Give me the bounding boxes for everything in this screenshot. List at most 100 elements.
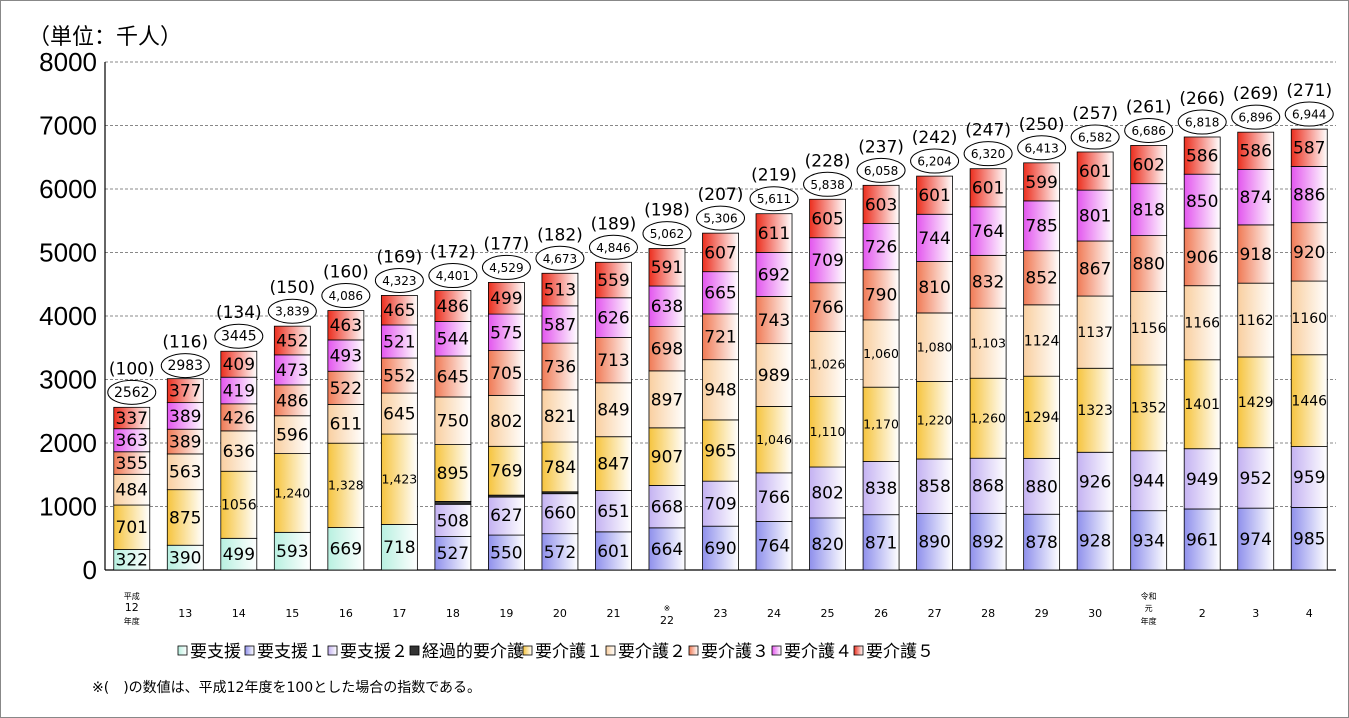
bar-segment — [273, 354, 311, 386]
bar-segment — [1237, 356, 1275, 449]
segment-label: 1446 — [1291, 394, 1327, 410]
x-tick-label: 年度 — [124, 616, 140, 626]
segment-label: 886 — [1293, 185, 1325, 205]
x-tick-label: 2 — [1199, 607, 1206, 620]
bar-segment — [1023, 200, 1061, 252]
total-ellipse — [321, 283, 371, 309]
y-tick-label: 0 — [83, 555, 97, 585]
bar-segment — [1183, 136, 1221, 175]
segment-label: 521 — [383, 332, 415, 352]
segment-label: 465 — [383, 301, 415, 321]
unit-label: （単位：千人） — [28, 25, 182, 50]
bar-segment — [434, 321, 472, 357]
y-tick-label: 5000 — [39, 238, 97, 268]
legend-swatch — [771, 645, 782, 656]
bar-segment — [1237, 131, 1275, 170]
segment-label: 587 — [544, 315, 576, 335]
bar-segment — [916, 458, 953, 514]
segment-label: 559 — [597, 271, 629, 291]
segment-label: 790 — [865, 286, 897, 306]
segment-label: 1352 — [1131, 401, 1167, 417]
legend-swatch — [327, 645, 338, 656]
bar-segment — [1130, 450, 1168, 512]
segment-label: 1,080 — [917, 340, 953, 355]
bar-segment — [1076, 151, 1114, 191]
bar-segment — [166, 453, 204, 491]
segment-label: 847 — [597, 455, 629, 475]
total-label: 6,320 — [971, 147, 1005, 161]
x-tick-label: 令和 — [1141, 591, 1157, 601]
segment-label: 596 — [276, 426, 308, 446]
segment-label: 1,220 — [917, 413, 953, 428]
segment-label: 764 — [972, 222, 1004, 242]
x-tick-label: 24 — [767, 607, 781, 620]
segment-label: 890 — [918, 533, 950, 553]
segment-label: 611 — [330, 415, 362, 435]
x-tick-label: 25 — [821, 607, 835, 620]
segment-label: 878 — [1025, 533, 1057, 553]
segment-label: 868 — [972, 477, 1004, 497]
bar-segment — [1076, 295, 1114, 369]
bar-segment — [327, 403, 365, 444]
segment-label: 499 — [223, 545, 255, 565]
segment-label: 664 — [651, 540, 683, 560]
segment-label: 785 — [1025, 217, 1057, 237]
segment-label: 527 — [437, 544, 469, 564]
total-label: 6,204 — [917, 155, 951, 169]
segment-label: 1,328 — [328, 478, 364, 493]
x-tick-label: 16 — [339, 607, 353, 620]
segment-label: 736 — [544, 357, 576, 377]
index-label: (182) — [537, 225, 583, 245]
x-tick-label: 平成 — [124, 591, 140, 601]
bar-segment — [1023, 457, 1061, 515]
total-label: 6,058 — [864, 164, 898, 178]
index-label: (228) — [805, 151, 851, 171]
segment-label: 586 — [1186, 147, 1218, 167]
bar-segment — [1130, 145, 1168, 185]
bar-segment — [809, 517, 846, 571]
segment-label: 897 — [651, 390, 683, 410]
bar-segment — [1076, 367, 1114, 453]
segment-label: 948 — [704, 381, 736, 401]
segment-label: 651 — [597, 502, 629, 522]
bar-segment — [220, 537, 258, 571]
bar-segment — [488, 445, 525, 496]
segment-label: 363 — [116, 431, 148, 451]
segment-label: 766 — [811, 298, 843, 318]
total-label: 6,686 — [1131, 124, 1165, 138]
x-tick-label: 年度 — [1141, 616, 1157, 626]
bar-segment — [969, 206, 1007, 256]
index-label: (219) — [751, 166, 797, 186]
bar-segment — [541, 533, 579, 571]
segment-label: 522 — [330, 379, 362, 399]
segment-label: 390 — [169, 549, 201, 569]
legend-label: 要介護３ — [701, 642, 769, 662]
segment-label: 473 — [276, 361, 308, 381]
index-label: (198) — [644, 201, 690, 221]
segment-label: 607 — [704, 243, 736, 263]
index-label: (177) — [484, 234, 530, 254]
bar-segment — [595, 531, 632, 571]
segment-label: 355 — [116, 454, 148, 474]
index-note: ※( )の数値は、平成12年度を100とした場合の指数である。 — [92, 680, 481, 696]
index-label: (100) — [109, 359, 155, 379]
segment-label: 701 — [116, 518, 148, 538]
bar-segment — [916, 175, 953, 215]
total-label: 2983 — [167, 358, 203, 374]
segment-label: 718 — [383, 538, 415, 558]
bar-segment — [755, 521, 793, 571]
segment-label: 499 — [490, 289, 522, 309]
index-label: (134) — [216, 303, 262, 323]
segment-label: 669 — [330, 540, 362, 560]
x-tick-label: 20 — [553, 607, 567, 620]
segment-label: 985 — [1293, 530, 1325, 550]
total-label: 6,896 — [1239, 111, 1273, 125]
bar-segment — [1237, 507, 1275, 571]
segment-label: 587 — [1293, 139, 1325, 159]
x-tick-label: 4 — [1306, 607, 1313, 620]
segment-label: 1,110 — [810, 424, 846, 439]
bar-segment — [166, 378, 204, 404]
bar-segment — [1076, 451, 1114, 512]
total-ellipse — [1177, 109, 1227, 135]
segment-label: 698 — [651, 340, 683, 360]
